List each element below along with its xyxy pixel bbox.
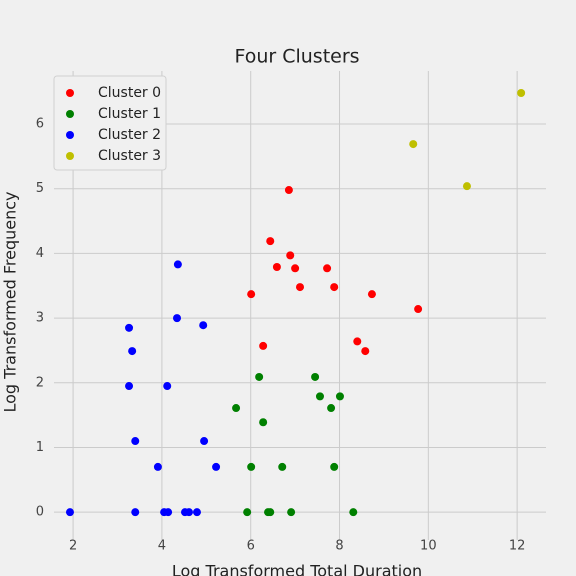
point	[212, 462, 221, 471]
point	[311, 372, 320, 381]
point	[367, 290, 376, 299]
y-tick-label: 6	[36, 117, 44, 132]
point	[128, 347, 137, 356]
point	[409, 140, 418, 149]
legend-label: Cluster 3	[98, 148, 161, 164]
x-tick-label: 6	[247, 539, 255, 554]
legend-label: Cluster 0	[98, 85, 161, 101]
x-tick-label: 4	[158, 539, 166, 554]
point	[266, 508, 275, 517]
legend-label: Cluster 1	[98, 106, 161, 122]
point	[247, 462, 256, 471]
point	[349, 508, 358, 517]
chart-title: Four Clusters	[234, 46, 359, 68]
point	[286, 251, 295, 260]
point	[247, 290, 256, 299]
legend-swatch	[66, 131, 74, 139]
y-tick-label: 2	[36, 375, 44, 390]
point	[330, 283, 339, 292]
point	[266, 237, 275, 246]
legend-label: Cluster 2	[98, 127, 161, 143]
x-tick-label: 12	[509, 539, 526, 554]
point	[243, 508, 252, 517]
y-tick-label: 5	[36, 181, 44, 196]
point	[361, 347, 370, 356]
point	[184, 508, 193, 517]
legend: Cluster 0 Cluster 1 Cluster 2 Cluster 3	[53, 75, 167, 171]
point	[323, 264, 332, 273]
point	[272, 263, 281, 272]
point	[153, 462, 162, 471]
point	[255, 372, 264, 381]
point	[315, 392, 324, 401]
point	[173, 260, 182, 269]
point	[330, 462, 339, 471]
x-tick-label: 10	[420, 539, 437, 554]
point	[278, 462, 287, 471]
point	[65, 508, 74, 517]
x-tick-label: 8	[335, 539, 343, 554]
y-tick-label: 0	[36, 505, 44, 520]
point	[287, 508, 296, 517]
legend-swatch	[66, 152, 74, 160]
point	[192, 508, 201, 517]
x-axis-label: Log Transformed Total Duration	[172, 562, 422, 576]
x-tick-label: 2	[69, 539, 77, 554]
y-axis-label: Log Transformed Frequency	[1, 192, 20, 413]
legend-swatch	[66, 89, 74, 97]
point	[353, 337, 362, 346]
point	[335, 392, 344, 401]
point	[131, 508, 140, 517]
point	[232, 404, 241, 413]
point	[164, 508, 173, 517]
point	[131, 437, 140, 446]
point	[284, 186, 293, 195]
point	[200, 437, 209, 446]
point	[125, 382, 134, 391]
point	[462, 182, 471, 191]
point	[163, 382, 172, 391]
legend-box	[53, 75, 167, 171]
point	[517, 88, 526, 97]
y-tick-label: 4	[36, 246, 44, 261]
point	[259, 418, 268, 427]
point	[414, 305, 423, 314]
legend-swatch	[66, 110, 74, 118]
point	[291, 264, 300, 273]
point	[327, 404, 336, 413]
point	[259, 341, 268, 350]
y-tick-label: 1	[36, 440, 44, 455]
point	[173, 314, 181, 323]
point	[199, 321, 208, 330]
point	[296, 283, 304, 292]
point	[125, 323, 134, 332]
y-tick-label: 3	[36, 311, 44, 326]
